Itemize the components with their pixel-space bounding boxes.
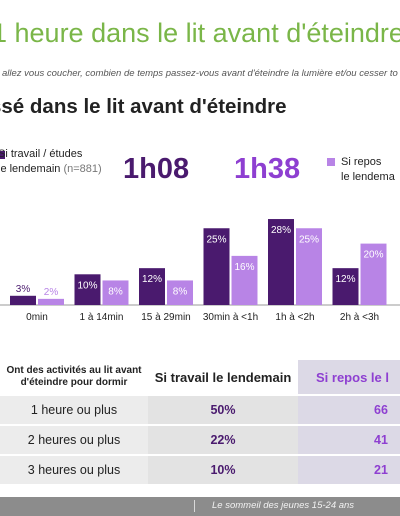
bar-work [332,268,359,305]
footer-divider [194,500,195,512]
bar-rest [360,243,387,305]
bar-work [10,295,36,305]
bar-rest [102,280,129,305]
bar-rest [167,280,193,305]
data-label: 25% [206,234,226,245]
row-work-value: 22% [148,424,298,455]
bar-rest [38,298,64,305]
data-label: 16% [234,262,254,273]
bar-work [74,274,101,305]
activities-table: Ont des activités au lit avant d'éteindr… [0,360,400,484]
category-label: 0min [26,312,48,323]
bar-rest [231,255,258,305]
data-label: 3% [16,284,31,295]
table-header-rest: Si repos le l [298,360,400,395]
legend-rest-line2: le lendema [341,171,395,183]
footer-text: Le sommeil des jeunes 15-24 ans [212,500,355,511]
bar-work [203,228,230,305]
row-work-value: 50% [148,394,298,425]
category-label: 1 à 14min [80,312,124,323]
legend-work: Si travail / études le lendemain (n=881) [0,147,102,177]
data-label: 8% [173,286,188,297]
data-label: 12% [335,274,355,285]
legend-work-swatch [0,151,5,159]
category-label: 2h à <3h [340,312,379,323]
legend-rest: Si repos le lendema [341,155,395,185]
row-label: 2 heures ou plus [0,424,148,455]
row-rest-value: 21 [298,454,400,484]
row-label: 3 heures ou plus [0,454,148,484]
data-label: 25% [299,234,319,245]
table-header-question: Ont des activités au lit avant d'éteindr… [6,365,142,388]
category-label: 15 à 29min [141,312,190,323]
average-rest: 1h38 [234,153,301,185]
survey-question: allez vous coucher, combien de temps pas… [2,68,398,79]
category-label: 1h à <2h [275,312,314,323]
headline: 1 heure dans le lit avant d'éteindre [0,18,400,48]
bar-chart: 3% 2% 0min 10% 8% 1 à 14min 12% 8% 15 à 29min 25%… [0,219,400,323]
legend-work-line2: le lendemain [0,163,61,175]
table-header-work: Si travail le lendemain [154,369,292,385]
category-label: 30min à <1h [203,312,258,323]
table-row: 3 heures ou plus 10% 21 [0,454,400,484]
legend-rest-line1: Si repos [341,156,382,168]
data-label: 10% [77,280,97,291]
legend-work-line1: Si travail / études [0,148,83,160]
table-row: 2 heures ou plus 22% 41 [0,424,400,455]
legend-rest-swatch [327,158,335,166]
table-row: 1 heure ou plus 50% 66 [0,394,400,425]
data-label: 12% [142,274,162,285]
row-rest-value: 41 [298,424,400,455]
bar-work [139,268,165,305]
data-label: 28% [271,225,291,236]
row-label: 1 heure ou plus [0,394,148,425]
footer-bar: Le sommeil des jeunes 15-24 ans [0,497,400,516]
bar-rest [296,228,322,305]
chart-title: ssé dans le lit avant d'éteindre [0,95,287,118]
data-label: 8% [108,286,123,297]
row-work-value: 10% [148,454,298,484]
average-work: 1h08 [123,153,190,185]
data-label: 2% [44,287,59,298]
row-rest-value: 66 [298,394,400,425]
bar-work [268,219,294,305]
data-label: 20% [363,250,383,261]
legend-work-n: (n=881) [63,163,102,175]
